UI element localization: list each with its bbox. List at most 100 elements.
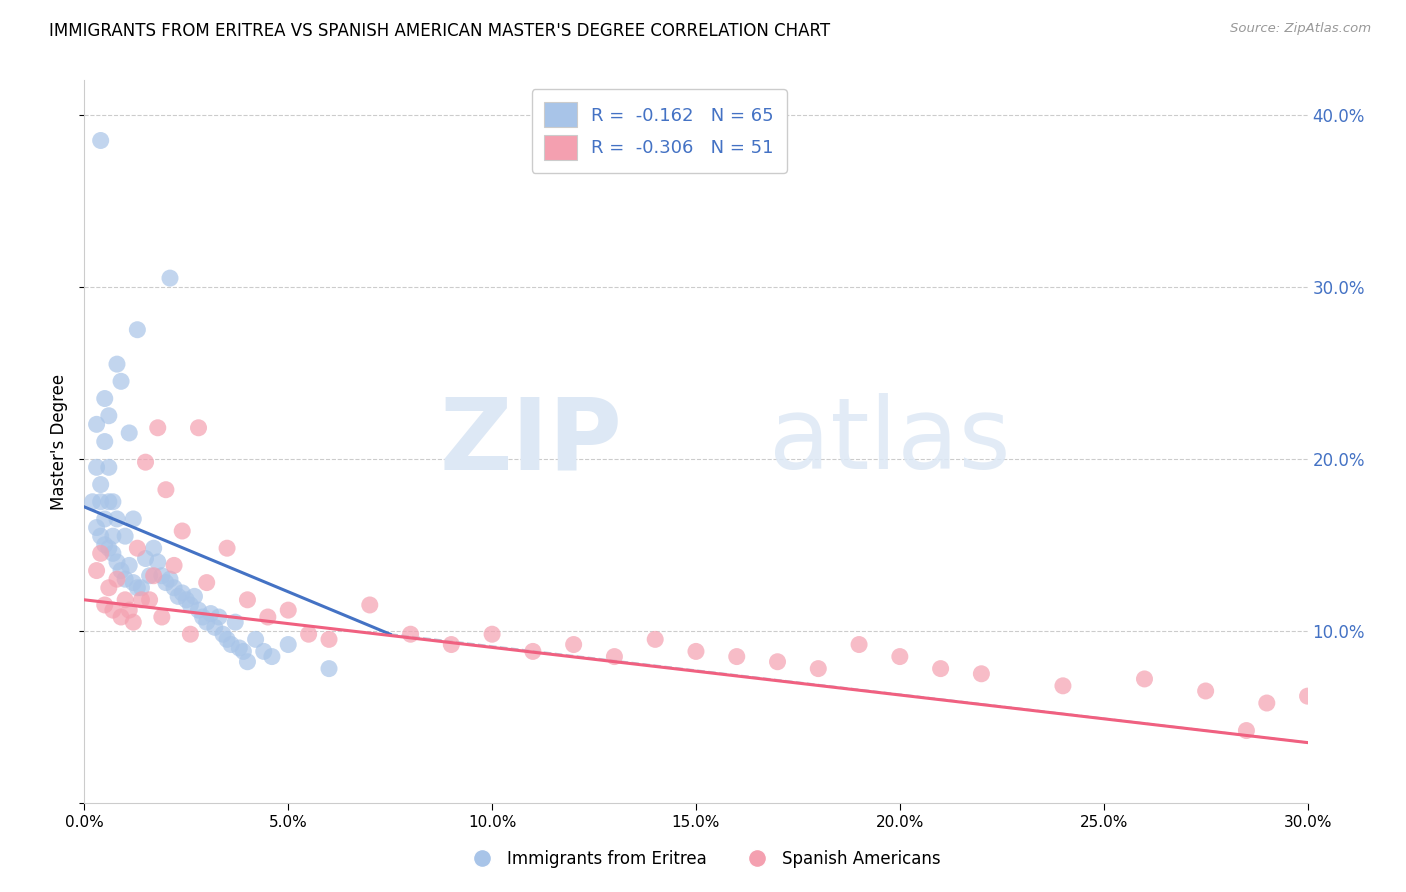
- Point: [929, 662, 952, 676]
- Point: [848, 638, 870, 652]
- Point: [86, 417, 108, 432]
- Point: [257, 610, 280, 624]
- Point: [114, 529, 136, 543]
- Point: [318, 632, 340, 647]
- Point: [90, 133, 112, 147]
- Point: [725, 649, 748, 664]
- Point: [174, 592, 197, 607]
- Point: [146, 421, 169, 435]
- Point: [90, 494, 112, 508]
- Point: [159, 572, 181, 586]
- Point: [122, 512, 145, 526]
- Point: [807, 662, 830, 676]
- Point: [195, 575, 218, 590]
- Point: [260, 649, 283, 664]
- Point: [245, 632, 267, 647]
- Point: [150, 610, 173, 624]
- Point: [228, 640, 250, 655]
- Point: [200, 607, 222, 621]
- Point: [1236, 723, 1258, 738]
- Point: [93, 512, 115, 526]
- Point: [187, 603, 209, 617]
- Point: [195, 615, 218, 630]
- Point: [93, 598, 115, 612]
- Point: [399, 627, 422, 641]
- Point: [86, 520, 108, 534]
- Point: [522, 644, 544, 658]
- Point: [224, 615, 246, 630]
- Point: [766, 655, 789, 669]
- Point: [82, 494, 104, 508]
- Text: Source: ZipAtlas.com: Source: ZipAtlas.com: [1230, 22, 1371, 36]
- Point: [101, 529, 124, 543]
- Point: [142, 568, 165, 582]
- Point: [127, 323, 149, 337]
- Point: [114, 572, 136, 586]
- Point: [97, 581, 120, 595]
- Point: [236, 592, 259, 607]
- Point: [101, 494, 124, 508]
- Point: [110, 375, 132, 389]
- Point: [131, 581, 153, 595]
- Text: ZIP: ZIP: [440, 393, 623, 490]
- Point: [131, 592, 153, 607]
- Point: [135, 455, 157, 469]
- Point: [179, 598, 201, 612]
- Point: [86, 460, 108, 475]
- Point: [86, 564, 108, 578]
- Point: [440, 638, 463, 652]
- Point: [93, 392, 115, 406]
- Point: [1256, 696, 1278, 710]
- Point: [212, 627, 235, 641]
- Point: [138, 568, 160, 582]
- Point: [110, 564, 132, 578]
- Point: [122, 615, 145, 630]
- Point: [172, 586, 194, 600]
- Point: [1133, 672, 1156, 686]
- Text: atlas: atlas: [769, 393, 1011, 490]
- Point: [97, 541, 120, 556]
- Point: [105, 572, 128, 586]
- Point: [163, 558, 186, 573]
- Point: [138, 592, 160, 607]
- Point: [277, 638, 299, 652]
- Point: [118, 603, 141, 617]
- Point: [101, 546, 124, 560]
- Point: [889, 649, 911, 664]
- Point: [97, 494, 120, 508]
- Point: [298, 627, 321, 641]
- Point: [179, 627, 201, 641]
- Point: [93, 538, 115, 552]
- Point: [135, 551, 157, 566]
- Point: [191, 610, 214, 624]
- Point: [97, 409, 120, 423]
- Point: [219, 638, 242, 652]
- Point: [236, 655, 259, 669]
- Point: [105, 357, 128, 371]
- Point: [167, 590, 190, 604]
- Point: [204, 620, 226, 634]
- Point: [277, 603, 299, 617]
- Point: [359, 598, 381, 612]
- Point: [127, 541, 149, 556]
- Point: [127, 581, 149, 595]
- Point: [97, 460, 120, 475]
- Point: [163, 581, 186, 595]
- Point: [118, 558, 141, 573]
- Point: [118, 425, 141, 440]
- Point: [1296, 689, 1319, 703]
- Legend: Immigrants from Eritrea, Spanish Americans: Immigrants from Eritrea, Spanish America…: [458, 844, 948, 875]
- Point: [90, 477, 112, 491]
- Point: [685, 644, 707, 658]
- Point: [318, 662, 340, 676]
- Point: [217, 541, 239, 556]
- Point: [232, 644, 254, 658]
- Point: [150, 568, 173, 582]
- Point: [172, 524, 194, 538]
- Text: IMMIGRANTS FROM ERITREA VS SPANISH AMERICAN MASTER'S DEGREE CORRELATION CHART: IMMIGRANTS FROM ERITREA VS SPANISH AMERI…: [49, 22, 831, 40]
- Point: [122, 575, 145, 590]
- Point: [603, 649, 626, 664]
- Y-axis label: Master's Degree: Master's Degree: [49, 374, 67, 509]
- Point: [114, 592, 136, 607]
- Point: [90, 546, 112, 560]
